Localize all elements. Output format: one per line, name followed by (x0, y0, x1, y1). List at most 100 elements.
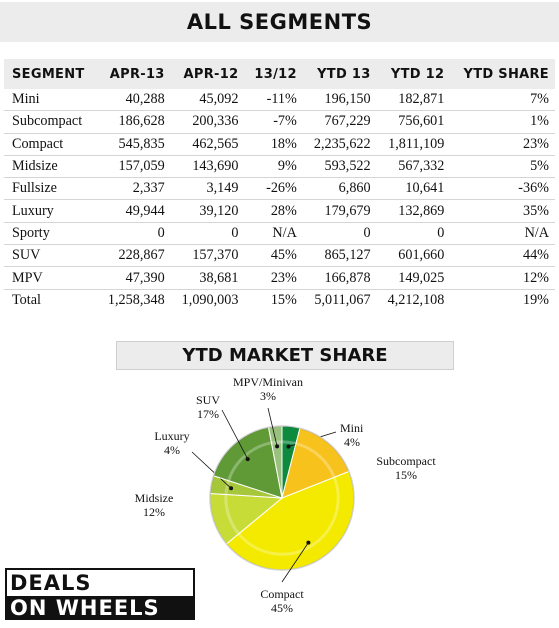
page-title: ALL SEGMENTS (186, 10, 373, 34)
table-row: Total 1,258,348 1,090,003 15% 5,011,067 4,212… (4, 289, 555, 311)
cell-change: 18% (244, 133, 303, 156)
slice-label-percent: 15% (395, 468, 417, 482)
cell-apr13: 157,059 (96, 155, 171, 179)
cell-apr13: 545,835 (96, 133, 171, 156)
pie-slice-shade (224, 494, 240, 535)
market-share-pie-chart: Mini4%Subcompact15%Compact45%Midsize12%L… (135, 375, 437, 615)
cell-ytd12: 756,601 (376, 110, 451, 134)
cell-apr13: 49,944 (96, 199, 171, 223)
cell-apr12: 1,090,003 (181, 291, 239, 308)
cell-ytd12: 10,641 (376, 177, 451, 201)
cell-segment: Sporty (4, 222, 97, 246)
leader-dot (275, 444, 280, 449)
cell-ytd12: 567,332 (376, 155, 451, 179)
table-row: SUV 228,867 157,370 45% 865,127 601,660 44% (4, 244, 555, 268)
cell-change: 15% (270, 291, 297, 308)
col-header-change: 13/12 (244, 59, 303, 89)
segments-table: SEGMENT APR-13 APR-12 13/12 YTD 13 YTD 1… (4, 59, 555, 311)
cell-ytd13: 767,229 (302, 110, 377, 134)
cell-ytd12: 132,869 (376, 199, 451, 223)
cell-ytd13: 593,522 (302, 155, 377, 179)
table-row: Mini 40,288 45,092 -11% 196,150 182,871 7% (4, 89, 555, 112)
pie-slice-compact (225, 470, 355, 571)
slice-label-name: MPV/Minivan (233, 375, 303, 389)
deals-on-wheels-logo: DEALS ON WHEELS (5, 568, 195, 620)
cell-segment: MPV (4, 266, 97, 290)
slice-label-name: Midsize (135, 491, 174, 505)
slice-label-percent: 12% (143, 505, 165, 519)
cell-ytd13: 166,878 (302, 266, 377, 290)
table-row: Midsize 157,059 143,690 9% 593,522 567,332 5% (4, 155, 555, 179)
cell-ytd12: 149,025 (376, 266, 451, 290)
cell-ytd13: 6,860 (302, 177, 377, 201)
cell-ytd13: 179,679 (302, 199, 377, 223)
slice-label-percent: 45% (271, 601, 293, 615)
col-header-ytd13: YTD 13 (302, 59, 377, 89)
cell-segment: Compact (4, 133, 97, 156)
leader-line (267, 407, 278, 447)
cell-segment: Subcompact (4, 110, 97, 134)
cell-apr13: 186,628 (96, 110, 171, 134)
table-row: Fullsize 2,337 3,149 -26% 6,860 10,641 -36% (4, 177, 555, 201)
cell-ytd-share: N/A (450, 222, 555, 246)
cell-segment: Mini (4, 89, 97, 112)
slice-label-percent: 4% (344, 435, 360, 449)
cell-apr13: 0 (96, 222, 171, 246)
slice-label-name: Mini (340, 421, 364, 435)
cell-segment: Total (12, 291, 41, 308)
leader-dot (245, 457, 250, 462)
cell-apr12: 38,681 (170, 266, 245, 290)
slice-label-name: Luxury (154, 429, 189, 443)
cell-apr12: 39,120 (170, 199, 245, 223)
logo-line-1: DEALS (10, 571, 92, 595)
chart-title: YTD MARKET SHARE (182, 345, 388, 366)
cell-ytd13: 5,011,067 (314, 291, 371, 308)
cell-apr12: 0 (170, 222, 245, 246)
col-header-apr13: APR-13 (96, 59, 171, 89)
pie-slice-suv (212, 426, 283, 499)
pie-slice-shade (227, 441, 272, 482)
cell-ytd-share: 19% (522, 291, 549, 308)
cell-segment: Luxury (4, 199, 97, 223)
cell-segment: Midsize (4, 155, 97, 179)
leader-line (221, 409, 249, 460)
table-header-row: SEGMENT APR-13 APR-12 13/12 YTD 13 YTD 1… (4, 59, 555, 89)
cell-ytd-share: 1% (450, 110, 555, 134)
cell-apr13: 228,867 (96, 244, 171, 268)
cell-apr12: 143,690 (170, 155, 245, 179)
logo-line-2: ON WHEELS (7, 596, 193, 620)
cell-ytd12: 182,871 (376, 89, 451, 112)
cell-ytd12: 1,811,109 (376, 133, 451, 156)
cell-change: 9% (244, 155, 303, 179)
cell-change: 28% (244, 199, 303, 223)
slice-label-percent: 4% (164, 443, 180, 457)
pie-slice-subcompact (281, 427, 350, 499)
cell-apr13: 1,258,348 (107, 291, 165, 308)
table-row: Compact 545,835 462,565 18% 2,235,622 1,811,1… (4, 133, 555, 156)
cell-ytd-share: 12% (450, 266, 555, 290)
cell-apr12: 462,565 (170, 133, 245, 156)
cell-apr13: 2,337 (96, 177, 171, 201)
cell-apr12: 45,092 (170, 89, 245, 112)
cell-change: -7% (244, 110, 303, 134)
chart-title-bar: YTD MARKET SHARE (116, 341, 454, 370)
cell-segment: Fullsize (4, 177, 97, 201)
cell-ytd13: 0 (302, 222, 377, 246)
table-row: Sporty 0 0 N/A 0 0 N/A (4, 222, 555, 246)
slice-label-percent: 3% (260, 389, 276, 403)
cell-change: N/A (244, 222, 303, 246)
pie-slice-shade (271, 440, 283, 445)
leader-dot (286, 444, 291, 449)
cell-ytd12: 0 (376, 222, 451, 246)
pie-slice-shade (281, 440, 297, 446)
slice-label-name: SUV (196, 393, 220, 407)
cell-ytd-share: 7% (450, 89, 555, 112)
cell-segment: SUV (4, 244, 97, 268)
cell-ytd12: 601,660 (376, 244, 451, 268)
cell-ytd-share: 5% (450, 155, 555, 179)
col-header-segment: SEGMENT (4, 59, 97, 89)
pie-slice-shade (237, 476, 340, 556)
cell-ytd13: 865,127 (302, 244, 377, 268)
table-row: MPV 47,390 38,681 23% 166,878 149,025 12% (4, 266, 555, 290)
cell-apr13: 40,288 (96, 89, 171, 112)
